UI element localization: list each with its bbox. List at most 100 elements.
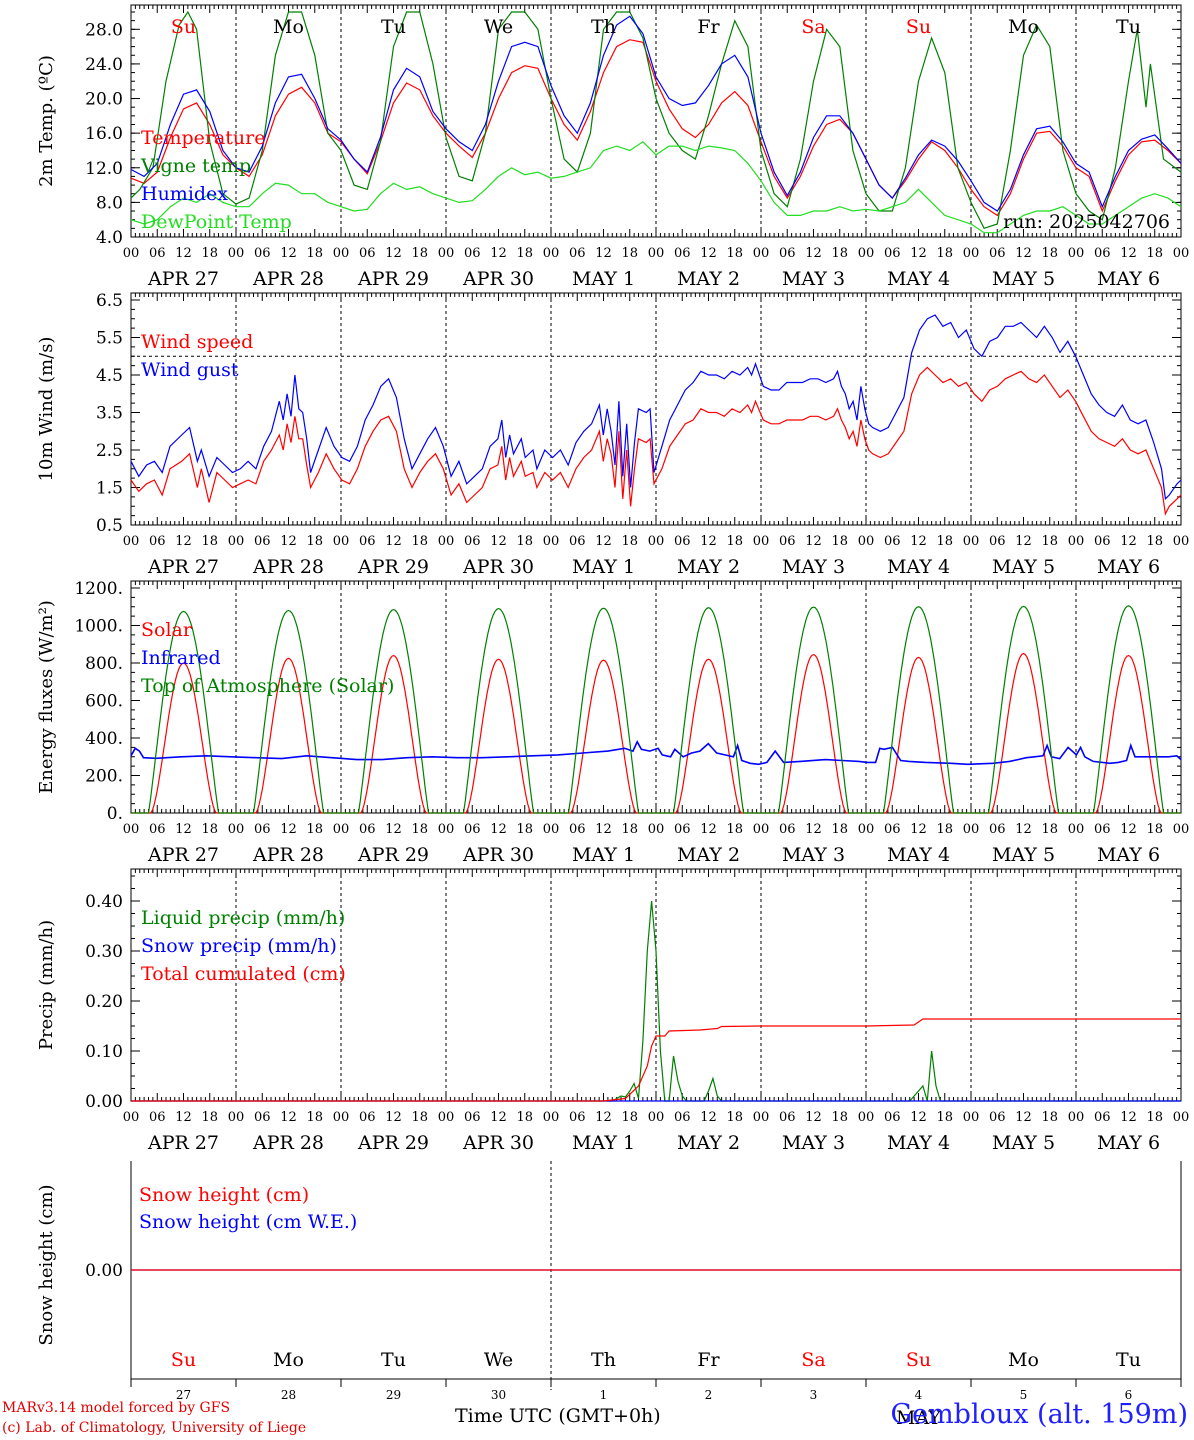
x-tick-hour-label: 18: [201, 534, 218, 549]
x-tick-hour-label: 18: [621, 822, 638, 837]
x-day-date-label: APR 28: [252, 1132, 324, 1154]
day-number-label: 28: [281, 1388, 296, 1402]
x-day-date-label: MAY 4: [887, 844, 950, 866]
x-tick-hour-label: 00: [123, 246, 140, 261]
day-abbr-label: Fr: [697, 1349, 720, 1371]
day-abbr-label: Tu: [381, 1349, 406, 1371]
legend-liquid-precip-mm-h-: Liquid precip (mm/h): [141, 907, 345, 929]
x-tick-hour-label: 00: [228, 1110, 245, 1125]
day-abbr-label: Tu: [1116, 16, 1141, 38]
legend-infrared: Infrared: [141, 647, 221, 669]
x-tick-hour-label: 06: [569, 822, 586, 837]
day-number-label: 29: [386, 1388, 401, 1402]
x-tick-hour-label: 00: [333, 822, 350, 837]
series-vigne-temp: [130, 10, 1182, 230]
panel-snow: 0.00 Snow height (cm) Snow height (cm) Snow…: [36, 1161, 1182, 1429]
x-tick-hour-label: 00: [438, 822, 455, 837]
x-tick-hour-label: 06: [1094, 246, 1111, 261]
x-day-date-label: MAY 4: [887, 268, 950, 290]
x-tick-hour-label: 06: [779, 822, 796, 837]
day-abbr-label: Th: [591, 1349, 616, 1371]
x-tick-hour-label: 00: [753, 822, 770, 837]
x-tick-hour-label: 06: [884, 246, 901, 261]
x-day-date-label: APR 29: [357, 1132, 429, 1154]
x-tick-hour-label: 06: [674, 534, 691, 549]
x-tick-hour-label: 00: [648, 1110, 665, 1125]
day-abbr-label: Sa: [801, 1349, 825, 1371]
x-tick-hour-label: 00: [543, 822, 560, 837]
x-tick-hour-label: 18: [306, 1110, 323, 1125]
x-tick-hour-label: 18: [831, 534, 848, 549]
series-temperature: [130, 39, 1182, 217]
y-tick-label: 4.5: [96, 366, 123, 386]
x-day-date-label: APR 27: [147, 1132, 219, 1154]
x-day-date-label: MAY 5: [992, 844, 1055, 866]
x-tick-hour-label: 00: [333, 1110, 350, 1125]
time-axis-title: Time UTC (GMT+0h): [455, 1405, 661, 1427]
x-tick-hour-label: 12: [595, 1110, 612, 1125]
x-tick-hour-label: 12: [1120, 246, 1137, 261]
month-label: MAY: [896, 1407, 941, 1429]
legend-snow-height-cm-w-e-: Snow height (cm W.E.): [139, 1211, 357, 1233]
day-abbr-label: Fr: [697, 16, 720, 38]
x-tick-hour-label: 00: [123, 534, 140, 549]
legend-wind-speed: Wind speed: [141, 331, 253, 353]
x-tick-hour-label: 06: [779, 534, 796, 549]
x-tick-hour-label: 18: [1146, 1110, 1163, 1125]
x-tick-hour-label: 18: [411, 1110, 428, 1125]
day-number-label: 4: [915, 1388, 923, 1402]
series-wind-speed: [130, 366, 1182, 516]
x-tick-hour-label: 06: [1094, 534, 1111, 549]
x-day-date-label: MAY 6: [1097, 556, 1160, 578]
series-total-cumulated-cm-: [131, 1018, 1181, 1102]
x-tick-hour-label: 12: [175, 822, 192, 837]
credit-model: MARv3.14 model forced by GFS: [2, 1400, 231, 1416]
x-tick-hour-label: 12: [910, 246, 927, 261]
x-tick-hour-label: 12: [490, 246, 507, 261]
x-tick-hour-label: 06: [464, 534, 481, 549]
y-tick-label: 0.30: [85, 942, 123, 962]
x-tick-hour-label: 06: [884, 1110, 901, 1125]
x-day-date-label: APR 29: [357, 844, 429, 866]
y-tick-label: 5.5: [96, 329, 123, 349]
day-abbr-label: Mo: [273, 16, 304, 38]
y-axis-label: 10m Wind (m/s): [36, 337, 57, 482]
y-tick-label: 600.: [85, 692, 123, 712]
day-number-label: 2: [705, 1388, 713, 1402]
legend-total-cumulated-cm-: Total cumulated (cm): [141, 963, 346, 985]
x-day-date-label: MAY 2: [677, 556, 740, 578]
x-tick-hour-label: 06: [989, 534, 1006, 549]
day-abbr-label: Mo: [1008, 16, 1039, 38]
x-day-date-label: APR 27: [147, 844, 219, 866]
x-tick-hour-label: 12: [910, 1110, 927, 1125]
y-tick-label: 0.: [107, 804, 123, 824]
x-tick-hour-label: 12: [805, 822, 822, 837]
x-tick-hour-label: 06: [1094, 822, 1111, 837]
day-abbr-label: Tu: [1116, 1349, 1141, 1371]
x-tick-hour-label: 12: [910, 822, 927, 837]
x-tick-hour-label: 00: [333, 534, 350, 549]
day-abbr-label: Th: [591, 16, 616, 38]
x-tick-hour-label: 00: [543, 246, 560, 261]
day-abbr-label: We: [484, 16, 513, 38]
x-tick-hour-label: 18: [411, 822, 428, 837]
panel-precip: 00 06 12 18 00 06 12 18 00 06 12 18 00 06 12 18 00 06 12 18…: [36, 868, 1189, 1154]
x-tick-hour-label: 06: [989, 822, 1006, 837]
x-tick-hour-label: 12: [910, 534, 927, 549]
day-abbr-label: Su: [906, 1349, 931, 1371]
x-tick-hour-label: 00: [963, 534, 980, 549]
day-number-label: 27: [176, 1388, 191, 1402]
day-number-label: 6: [1125, 1388, 1133, 1402]
x-day-date-label: MAY 6: [1097, 268, 1160, 290]
series-wind-gust: [130, 314, 1182, 501]
x-tick-hour-label: 06: [989, 1110, 1006, 1125]
x-tick-hour-label: 12: [700, 1110, 717, 1125]
x-tick-hour-label: 06: [1094, 1110, 1111, 1125]
y-tick-label: 0.40: [85, 892, 123, 912]
x-day-date-label: MAY 5: [992, 268, 1055, 290]
x-tick-hour-label: 00: [543, 534, 560, 549]
x-tick-hour-label: 00: [858, 1110, 875, 1125]
y-tick-label: 1.5: [96, 479, 123, 499]
x-tick-hour-label: 12: [1015, 246, 1032, 261]
y-axis-label: 2m Temp. (ºC): [36, 55, 57, 187]
